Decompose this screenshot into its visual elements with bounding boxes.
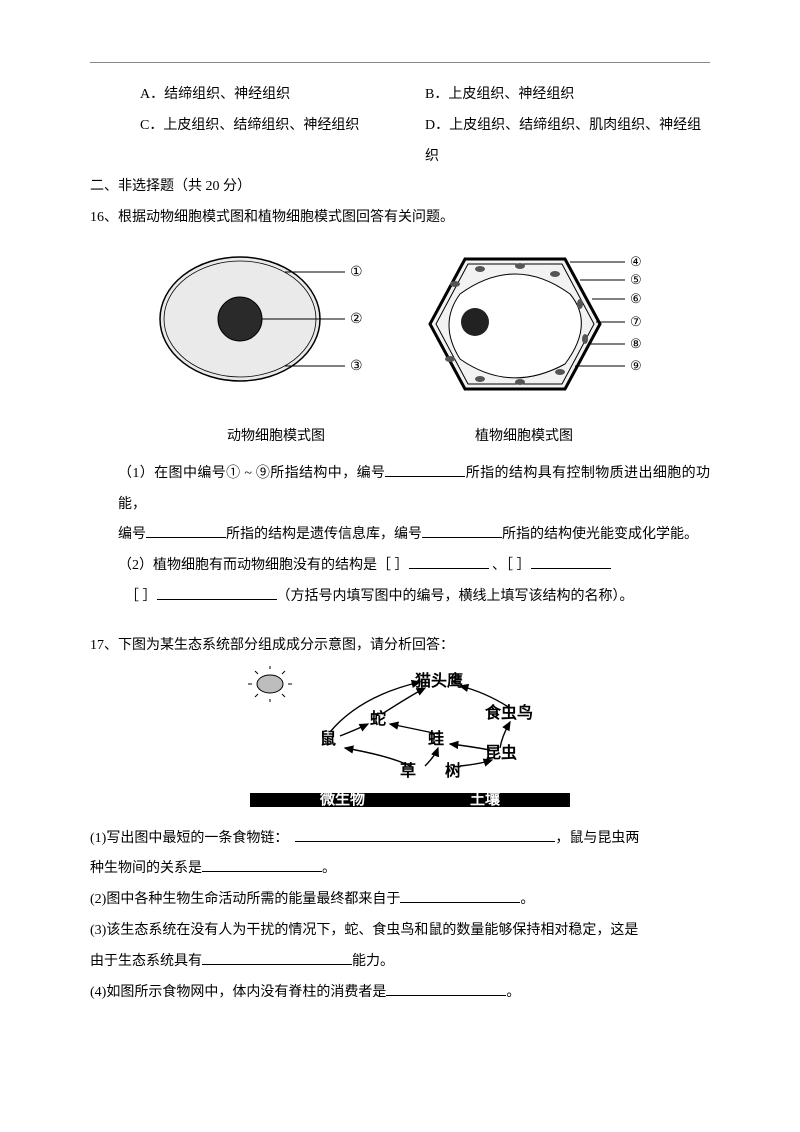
q17-p4: (4)如图所示食物网中，体内没有脊柱的消费者是 。 [90, 978, 710, 1009]
blank[interactable] [295, 828, 555, 842]
blank[interactable] [531, 555, 611, 569]
animal-cell-caption: 动物细胞模式图 [227, 422, 325, 453]
section-2-heading: 二、非选择题（共 20 分） [90, 172, 710, 203]
plant-label-8: ⑧ [630, 336, 642, 351]
option-c: C．上皮组织、结缔组织、神经组织 [140, 111, 425, 173]
option-d: D．上皮组织、结缔组织、肌肉组织、神经组织 [425, 111, 710, 173]
q17-p1c-text: 种生物间的关系是 [90, 861, 202, 876]
plant-cell-caption: 植物细胞模式图 [475, 422, 573, 453]
q17-p3c: 能力。 [352, 954, 394, 969]
blank[interactable] [385, 463, 465, 477]
ecosystem-diagram: 微生物 土壤 猫头鹰 食虫鸟 昆虫 蛙 蛇 鼠 草 树 [90, 666, 710, 816]
q16-p2a: （2）植物细胞有而动物细胞没有的结构是［ ］ [118, 558, 409, 573]
blank[interactable] [409, 555, 489, 569]
q17-p1d: 。 [322, 861, 336, 876]
q16-part2b: ［ ］ （方括号内填写图中的编号，横线上填写该结构的名称）。 [90, 582, 710, 613]
plant-label-5: ⑤ [630, 272, 642, 287]
plant-label-9: ⑨ [630, 358, 642, 373]
plant-cell-diagram: ④ ⑤ ⑥ ⑦ ⑧ ⑨ [410, 244, 650, 404]
option-b: B．上皮组织、神经组织 [425, 80, 710, 111]
q17-p3b: 由于生态系统具有 能力。 [90, 947, 710, 978]
q16-p1a: （1）在图中编号① ~ ⑨所指结构中，编号 [118, 466, 385, 481]
q17-p2a: (2)图中各种生物生命活动所需的能量最终都来自于 [90, 892, 400, 907]
blank[interactable] [400, 889, 520, 903]
eco-mouse: 鼠 [320, 729, 336, 748]
eco-bird: 食虫鸟 [484, 703, 533, 722]
eco-tree: 树 [445, 761, 461, 780]
animal-label-3: ③ [350, 359, 363, 374]
q17-p4b: 。 [506, 985, 520, 1000]
q16-p1e: 所指的结构使光能变成化学能。 [502, 527, 698, 542]
q16-part2: （2）植物细胞有而动物细胞没有的结构是［ ］ 、［ ］ [90, 551, 710, 582]
blank[interactable] [422, 524, 502, 538]
q17-p3: (3)该生态系统在没有人为干扰的情况下，蛇、食虫鸟和鼠的数量能够保持相对稳定，这… [90, 916, 710, 947]
eco-microbe: 微生物 [319, 790, 365, 808]
q17-p3a: (3)该生态系统在没有人为干扰的情况下，蛇、食虫鸟和鼠的数量能够保持相对稳定，这… [90, 923, 638, 938]
blank[interactable] [202, 858, 322, 872]
q17-p1a: (1)写出图中最短的一条食物链： [90, 831, 288, 846]
q16-p2b: 、［ ］ [492, 558, 531, 573]
q17-p2: (2)图中各种生物生命活动所需的能量最终都来自于 。 [90, 885, 710, 916]
eco-soil: 土壤 [470, 790, 501, 808]
q16-part1b: 编号 所指的结构是遗传信息库，编号 所指的结构使光能变成化学能。 [90, 520, 710, 551]
blank[interactable] [146, 524, 226, 538]
plant-label-7: ⑦ [630, 314, 642, 329]
prev-options-row-2: C．上皮组织、结缔组织、神经组织 D．上皮组织、结缔组织、肌肉组织、神经组织 [90, 111, 710, 173]
blank[interactable] [157, 586, 277, 600]
eco-snake: 蛇 [370, 709, 386, 728]
q16-stem: 16、根据动物细胞模式图和植物细胞模式图回答有关问题。 [90, 203, 710, 234]
q17-p3b-text: 由于生态系统具有 [90, 954, 202, 969]
q17-p4a: (4)如图所示食物网中，体内没有脊柱的消费者是 [90, 985, 386, 1000]
prev-options-row-1: A．结缔组织、神经组织 B．上皮组织、神经组织 [90, 80, 710, 111]
animal-label-2: ② [350, 312, 363, 327]
q16-p1c: 编号 [118, 527, 146, 542]
eco-owl: 猫头鹰 [415, 671, 463, 690]
blank[interactable] [202, 951, 352, 965]
q17-p1b: ，鼠与昆虫两 [555, 831, 639, 846]
animal-label-1: ① [350, 265, 363, 280]
animal-cell-diagram: ① ② ③ [150, 244, 370, 404]
cell-diagrams: ① ② ③ [90, 244, 710, 404]
q16-p2c: ［ ］ [125, 589, 157, 604]
option-a: A．结缔组织、神经组织 [140, 80, 425, 111]
plant-label-4: ④ [630, 254, 642, 269]
q16-p1d: 所指的结构是遗传信息库，编号 [226, 527, 422, 542]
q17-stem: 17、下图为某生态系统部分组成成分示意图，请分析回答： [90, 631, 710, 662]
figure-captions: 动物细胞模式图 植物细胞模式图 [90, 422, 710, 453]
blank[interactable] [386, 982, 506, 996]
q16-p2d: （方括号内填写图中的编号，横线上填写该结构的名称）。 [277, 589, 634, 604]
q17-p1: (1)写出图中最短的一条食物链： ，鼠与昆虫两 [90, 824, 710, 855]
q16-part1: （1）在图中编号① ~ ⑨所指结构中，编号所指的结构具有控制物质进出细胞的功能， [90, 459, 710, 521]
plant-label-6: ⑥ [630, 291, 642, 306]
q17-p2b: 。 [520, 892, 534, 907]
q17-p1c: 种生物间的关系是 。 [90, 854, 710, 885]
